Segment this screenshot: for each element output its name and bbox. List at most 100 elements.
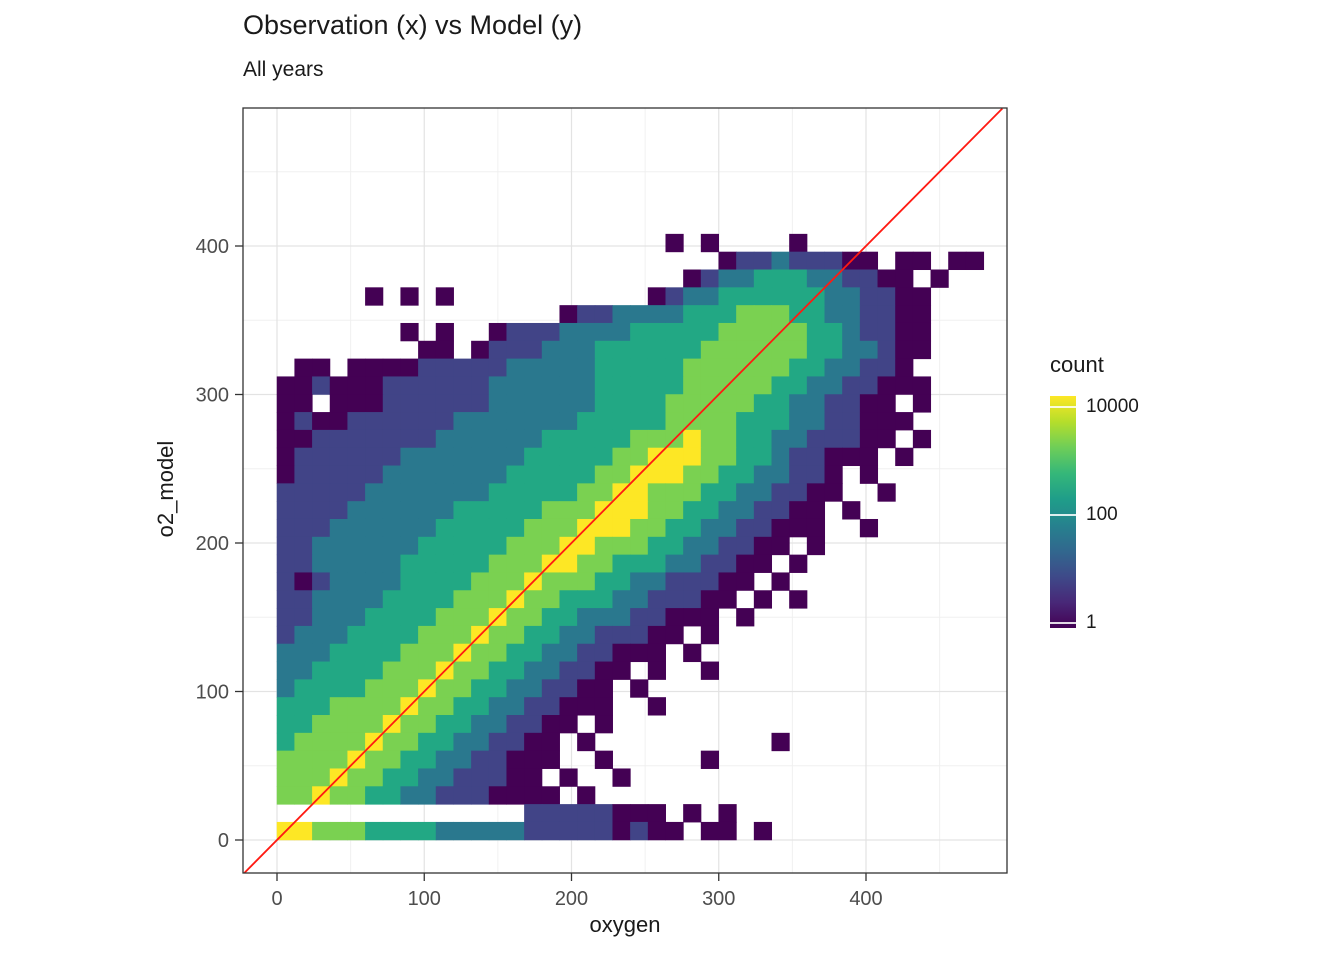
heatmap-bin bbox=[612, 768, 631, 787]
heatmap-bin bbox=[541, 340, 560, 360]
heatmap-bin bbox=[630, 429, 649, 449]
heatmap-bin bbox=[736, 518, 755, 538]
heatmap-bin bbox=[488, 572, 507, 591]
heatmap-bin bbox=[312, 608, 331, 627]
heatmap-bin bbox=[789, 251, 808, 271]
heatmap-bin bbox=[488, 625, 507, 645]
heatmap-bin bbox=[541, 483, 560, 502]
heatmap-bin bbox=[630, 554, 649, 573]
heatmap-bin bbox=[842, 340, 861, 360]
heatmap-bin bbox=[294, 715, 313, 734]
heatmap-bin bbox=[488, 518, 507, 538]
heatmap-bin bbox=[718, 821, 737, 841]
heatmap-bin bbox=[630, 412, 649, 431]
heatmap-bin bbox=[594, 376, 613, 395]
heatmap-bin bbox=[506, 625, 525, 645]
heatmap-bin bbox=[718, 305, 737, 324]
heatmap-bin bbox=[347, 447, 366, 467]
heatmap-bin bbox=[736, 269, 755, 288]
heatmap-bin bbox=[647, 305, 666, 324]
heatmap-bin bbox=[541, 625, 560, 645]
heatmap-bin bbox=[753, 447, 773, 467]
heatmap-bin bbox=[524, 340, 543, 360]
heatmap-bin bbox=[842, 287, 861, 306]
heatmap-bin bbox=[488, 786, 507, 805]
heatmap-bin bbox=[400, 465, 419, 484]
heatmap-bin bbox=[435, 679, 454, 698]
heatmap-bin bbox=[683, 590, 702, 609]
heatmap-bin bbox=[471, 572, 490, 591]
heatmap-bin bbox=[859, 358, 879, 377]
heatmap-bin bbox=[329, 536, 348, 556]
heatmap-bin bbox=[453, 786, 472, 805]
heatmap-bin bbox=[736, 322, 755, 342]
heatmap-bin bbox=[329, 643, 348, 663]
heatmap-bin bbox=[365, 465, 384, 484]
heatmap-bin bbox=[365, 625, 384, 645]
heatmap-bin bbox=[435, 608, 454, 627]
heatmap-bin bbox=[700, 322, 719, 342]
heatmap-bin bbox=[435, 358, 454, 377]
heatmap-bin bbox=[594, 536, 613, 556]
heatmap-bin bbox=[577, 697, 596, 716]
y-tick-label: 400 bbox=[196, 236, 229, 258]
heatmap-bin bbox=[612, 590, 631, 609]
heatmap-bin bbox=[630, 322, 649, 342]
heatmap-bin bbox=[400, 358, 419, 377]
heatmap-bin bbox=[312, 429, 331, 449]
heatmap-bin bbox=[630, 536, 649, 556]
heatmap-bin bbox=[347, 625, 366, 645]
heatmap-bin bbox=[736, 465, 755, 484]
heatmap-bin bbox=[329, 786, 348, 805]
heatmap-bin bbox=[718, 269, 737, 288]
heatmap-bin bbox=[789, 429, 808, 449]
heatmap-bin bbox=[541, 358, 560, 377]
heatmap-bin bbox=[382, 358, 401, 377]
heatmap-bin bbox=[541, 608, 560, 627]
heatmap-bin bbox=[647, 429, 666, 449]
heatmap-bin bbox=[895, 412, 914, 431]
heatmap-bin bbox=[276, 465, 295, 484]
heatmap-bin bbox=[806, 465, 826, 484]
heatmap-bin bbox=[400, 732, 419, 752]
heatmap-bin bbox=[329, 821, 348, 841]
heatmap-bin bbox=[418, 750, 437, 769]
heatmap-bin bbox=[488, 501, 507, 520]
heatmap-bin bbox=[559, 412, 578, 431]
heatmap-bin bbox=[276, 590, 295, 609]
heatmap-bin bbox=[453, 394, 472, 413]
heatmap-bin bbox=[842, 305, 861, 324]
heatmap-bin bbox=[435, 394, 454, 413]
heatmap-bin bbox=[771, 518, 790, 538]
heatmap-bin bbox=[276, 608, 295, 627]
heatmap-bin bbox=[329, 501, 348, 520]
heatmap-bin bbox=[312, 661, 331, 680]
heatmap-bin bbox=[453, 536, 472, 556]
heatmap-bin bbox=[912, 305, 932, 324]
heatmap-bin bbox=[665, 572, 684, 591]
legend-bar-wrap: 10000 100 1 bbox=[1050, 392, 1250, 633]
heatmap-bin bbox=[294, 447, 313, 467]
heatmap-bin bbox=[612, 447, 631, 467]
heatmap-bin bbox=[859, 518, 879, 538]
heatmap-bin bbox=[665, 483, 684, 502]
heatmap-bin bbox=[577, 412, 596, 431]
heatmap-bin bbox=[630, 625, 649, 645]
heatmap-bin bbox=[312, 625, 331, 645]
heatmap-bin bbox=[294, 518, 313, 538]
heatmap-bin bbox=[488, 412, 507, 431]
heatmap-bin bbox=[541, 786, 560, 805]
heatmap-bin bbox=[630, 340, 649, 360]
heatmap-bin bbox=[488, 376, 507, 395]
heatmap-bin bbox=[665, 465, 684, 484]
heatmap-bin bbox=[365, 412, 384, 431]
heatmap-bin bbox=[824, 465, 843, 484]
heatmap-bin bbox=[382, 465, 401, 484]
heatmap-bin bbox=[736, 483, 755, 502]
heatmap-bin bbox=[418, 590, 437, 609]
heatmap-bin bbox=[559, 518, 578, 538]
heatmap-bin bbox=[718, 340, 737, 360]
heatmap-bin bbox=[506, 483, 525, 502]
heatmap-bin bbox=[683, 572, 702, 591]
heatmap-bin bbox=[541, 429, 560, 449]
